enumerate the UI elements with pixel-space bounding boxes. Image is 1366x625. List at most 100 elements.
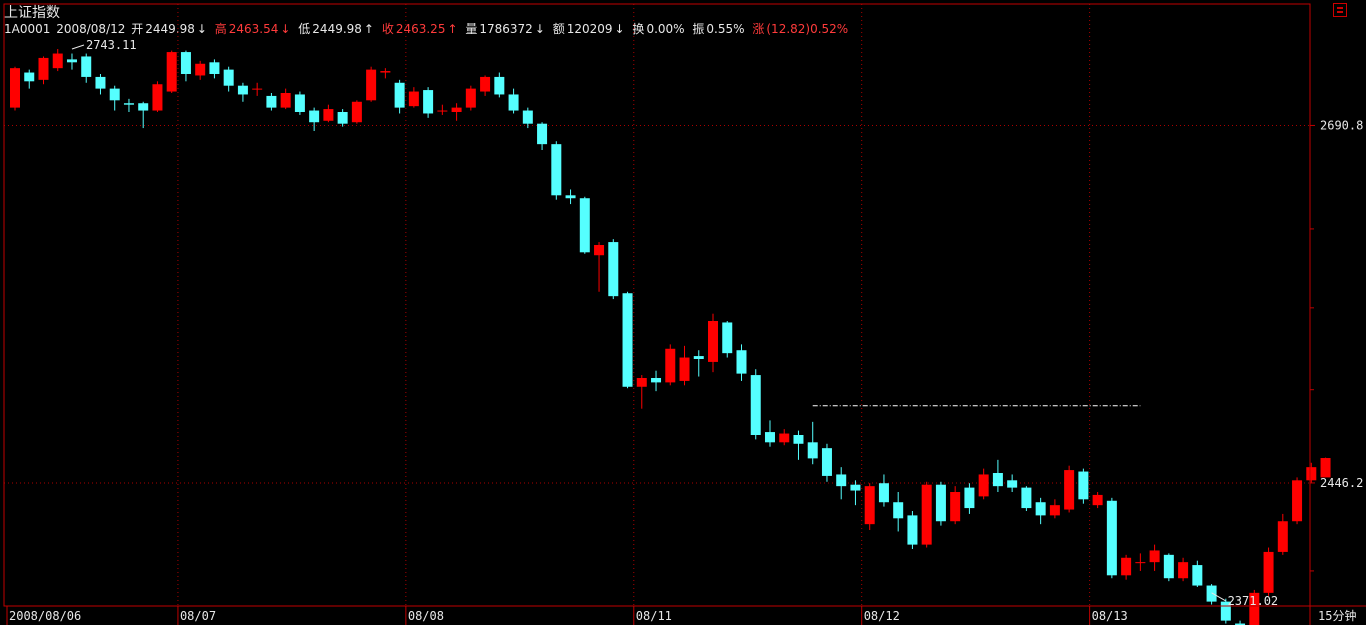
candle-up [451,107,462,112]
candle-down [394,82,405,108]
candle-up [1263,551,1274,593]
min-annotation: 2371.02 [1228,594,1279,608]
candle-down [722,322,733,354]
candle-up [1049,505,1060,516]
volume-arrow-icon: ↓ [534,22,545,36]
x-tick-label: 08/11 [636,609,672,623]
candle-up [465,88,476,108]
candle-down [1192,565,1203,586]
close-value: 2463.25 [395,22,446,36]
candle-up [708,321,719,362]
candle-up [195,63,206,76]
candle-up [665,348,676,383]
candle-down [423,90,434,114]
x-tick-label: 08/13 [1092,609,1128,623]
candle-down [1206,585,1217,602]
volume-label: 量 [465,22,478,36]
candle-up [921,484,932,545]
candle-down [180,52,191,74]
candle-down [836,474,847,487]
candle-down [793,435,804,444]
amplitude-value: 0.55% [706,22,745,36]
axes-layer: 2690.8 2446.2 2008/08/06 08/07 08/08 08/11 08/… [3,3,1366,625]
candle-down [750,375,761,435]
candle-down [964,487,975,509]
candle-down [508,94,519,111]
candle-up [950,492,961,522]
x-tick-label: 08/07 [180,609,216,623]
candle-down [693,356,704,359]
annotation-leader [1211,592,1226,602]
candle-up [351,101,362,123]
chart-title: 上证指数 [4,5,60,21]
candle-up [1320,458,1331,478]
open-label: 开 [131,22,144,36]
candle-down [1021,487,1032,509]
low-value: 2449.98 [312,22,362,36]
candle-up [480,76,491,92]
volume-value: 1786372 [479,22,533,36]
candle-down [1078,471,1089,500]
candle-up [380,71,391,73]
candle-down [537,123,548,145]
candle-down [494,76,505,95]
chart-grid [4,4,1310,606]
turnover-value: 0.00% [646,22,685,36]
window-menu-icon[interactable] [1333,3,1347,17]
candle-up [366,69,377,101]
candle-down [1035,502,1046,516]
candle-up [636,378,647,387]
candle-up [1249,592,1260,625]
y-tick-label: 2690.8 [1320,118,1363,132]
candle-up [1121,557,1132,576]
candle-up [1178,562,1189,579]
candle-down [850,484,861,491]
candle-up [1064,470,1075,510]
candle-down [807,442,818,459]
candle-up [779,433,790,443]
x-tick-label: 08/08 [408,609,444,623]
candle-up [594,245,605,256]
candle-down [81,56,92,77]
candle-down [309,110,320,123]
candle-up [1092,494,1103,506]
candle-down [223,69,234,86]
candle-down [24,72,35,82]
candle-down [109,88,120,101]
low-label: 低 [298,22,311,36]
candle-down [1106,500,1117,576]
candle-down [608,242,619,297]
candle-down [138,103,149,111]
candle-up [408,91,419,107]
candle-up [166,52,177,92]
candle-down [95,76,106,89]
candle-up [437,110,448,112]
candle-up [252,88,263,90]
candle-down [893,502,904,519]
candle-down [66,59,77,63]
annotations-layer: 2743.11 2371.02 [71,38,1279,608]
change-label: 涨 [752,22,765,36]
candle-down [1235,623,1246,625]
candle-up [1135,562,1146,564]
candle-down [821,448,832,476]
low-arrow-icon: ↑ [363,22,374,36]
period-label: 15分钟 [1318,608,1356,623]
candle-up [323,109,334,121]
candle-down [337,112,348,124]
candle-down [565,195,576,199]
candle-down [1163,554,1174,579]
amount-value: 120209 [566,22,613,36]
open-arrow-icon: ↓ [196,22,207,36]
max-annotation: 2743.11 [86,38,137,52]
amount-label: 额 [552,22,565,36]
candle-down [651,378,662,383]
candle-down [294,94,305,112]
candle-down [237,85,248,95]
x-tick-label: 08/12 [864,609,900,623]
high-label: 高 [214,22,227,36]
open-value: 2449.98 [145,22,195,36]
annotation-leader [71,44,85,50]
